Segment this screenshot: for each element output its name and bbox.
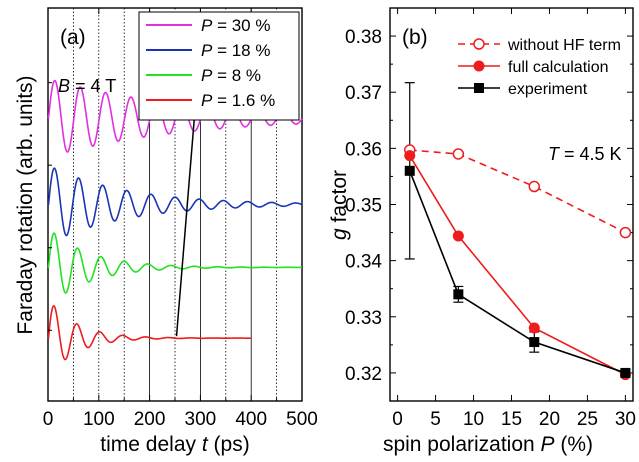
x-tick-label: 100 [83,409,115,430]
x-tick-label: 0 [43,409,54,430]
panel-b-g-factor: 0 5 10 15 20 25 30 0.32 0.33 0.34 0.35 0.36 0.37 0.38… [328,7,636,456]
legend-label: full calculation [508,59,609,76]
data-point [473,60,485,72]
panel-b-temperature-annotation: T = 4.5 K [548,144,622,164]
x-tick-label: 25 [577,409,598,430]
data-point [529,337,540,348]
y-tick-label: 0.37 [345,83,382,104]
panel-a-faraday-rotation: 0 100 200 300 400 500 (a) B = 4 T P = 30 %P =… [14,7,318,456]
x-tick-label: 15 [501,409,522,430]
series-line [47,232,303,294]
panel-b-x-axis-label: spin polarization P (%) [383,433,593,456]
y-tick-label: 0.33 [345,308,382,329]
legend-label: P = 30 % [201,16,270,35]
y-tick-label: 0.38 [345,27,382,48]
data-point [452,148,465,160]
x-tick-label: 20 [539,409,560,430]
panel-b-label: (b) [402,26,428,49]
y-tick-label: 0.35 [345,196,382,217]
legend-label: without HF term [507,37,621,54]
x-tick-label: 300 [185,409,217,430]
y-tick-label: 0.32 [345,364,382,385]
y-tick-label: 0.34 [345,252,382,273]
x-tick-label: 500 [286,409,318,430]
data-point [528,322,540,334]
x-tick-label: 200 [134,409,166,430]
data-point [474,83,484,93]
panel-a-x-axis-label: time delay t (ps) [100,433,249,456]
legend-label: P = 18 % [201,41,270,60]
data-point [619,226,632,239]
x-tick-label: 10 [463,409,484,430]
legend-label: P = 1.6 % [201,91,275,110]
panel-a-series [47,79,303,361]
panel-a-legend-box [138,11,300,121]
data-point [473,38,485,50]
arrow-shaft [175,106,197,337]
panel-a-field-annotation: B = 4 T [58,76,116,96]
y-tick-label: 0.36 [345,139,382,160]
data-point [404,150,416,162]
data-point [620,367,631,378]
data-point [528,180,541,193]
series-line [47,167,303,237]
series-line [408,170,626,374]
panel-a-label: (a) [60,26,86,49]
panel-a-y-axis-label: Faraday rotation (arb. units) [14,75,37,334]
x-tick-label: 400 [235,409,267,430]
panel-a-legend: P = 30 % P = 18 % P = 8 % P = 1.6 % [138,11,300,121]
legend-label: experiment [508,81,588,98]
series-line [47,304,252,361]
data-point [452,230,464,242]
panel-b-legend: without HF term full calculation experimen… [458,37,621,98]
panel-b-y-axis-label: g factor [328,170,351,240]
panel-a-arrow [175,106,199,337]
legend-label: P = 8 % [201,66,261,85]
panel-b-ticks: 0 5 10 15 20 25 30 0.32 0.33 0.34 0.35 0.36 0.37 0.38 [345,8,636,430]
series-line [409,155,626,376]
panel-b-series [403,82,632,381]
series-line [409,149,626,234]
panel-a-x-ticks: 0 100 200 300 400 500 [43,8,318,430]
x-tick-label: 5 [430,409,441,430]
x-tick-label: 0 [392,409,403,430]
data-point [404,165,415,176]
data-point [453,289,464,300]
x-tick-label: 30 [615,409,636,430]
